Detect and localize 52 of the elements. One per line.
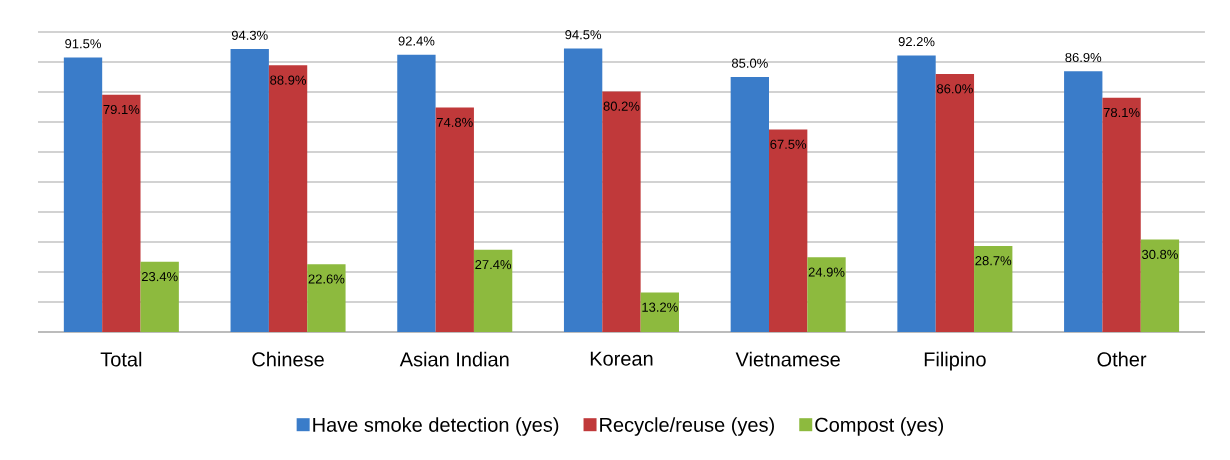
bar (563, 48, 603, 332)
bar (1102, 97, 1141, 332)
legend-label: Compost (yes) (815, 417, 944, 436)
x-tick-label: Total (100, 351, 142, 367)
data-label: 74.8% (437, 117, 473, 127)
bar (230, 49, 269, 332)
bar (1140, 239, 1180, 332)
data-label: 79.1% (103, 104, 140, 115)
x-tick-label: Korean (590, 351, 653, 366)
data-label: 86.9% (1065, 52, 1102, 63)
x-tick-label: Asian Indian (399, 351, 509, 367)
x-tick-label: Vietnamese (735, 351, 840, 367)
bar (268, 65, 308, 332)
bar (307, 264, 346, 332)
x-tick-label: Other (1097, 351, 1147, 367)
data-label: 92.4% (398, 36, 435, 46)
bar (1064, 71, 1103, 332)
data-label: 22.6% (308, 274, 345, 284)
data-label: 13.2% (642, 302, 678, 312)
data-label: 92.2% (898, 36, 935, 47)
data-label: 78.1% (1103, 107, 1140, 118)
data-label: 91.5% (65, 39, 101, 49)
data-label: 94.5% (565, 30, 602, 40)
bar (397, 54, 436, 332)
bar (435, 107, 474, 332)
data-label: 85.0% (731, 58, 768, 68)
legend-label: Recycle/reuse (yes) (600, 417, 774, 436)
data-label: 23.4% (141, 272, 178, 282)
bar (640, 292, 679, 332)
bar (974, 245, 1013, 332)
data-label: 24.9% (808, 267, 845, 277)
data-label: 67.5% (770, 139, 807, 149)
legend-label: Have smoke detection (yes) (313, 417, 559, 436)
bar (602, 91, 641, 332)
data-label: 94.3% (231, 30, 268, 40)
x-tick-label: Chinese (252, 351, 324, 367)
x-tick-label: Filipino (924, 351, 986, 371)
data-label: 28.7% (975, 256, 1012, 266)
bar (102, 94, 141, 332)
data-label: 86.0% (937, 84, 973, 94)
data-label: 30.8% (1142, 249, 1178, 259)
bar (769, 129, 808, 332)
data-label: 88.9% (270, 75, 307, 85)
bar (473, 249, 513, 332)
bar (730, 76, 769, 332)
data-label: 27.4% (475, 259, 512, 270)
bar (935, 74, 975, 332)
bar (63, 57, 103, 332)
bar (897, 55, 936, 332)
bar (140, 261, 179, 332)
data-label: 80.2% (603, 101, 640, 111)
bar (807, 257, 846, 332)
